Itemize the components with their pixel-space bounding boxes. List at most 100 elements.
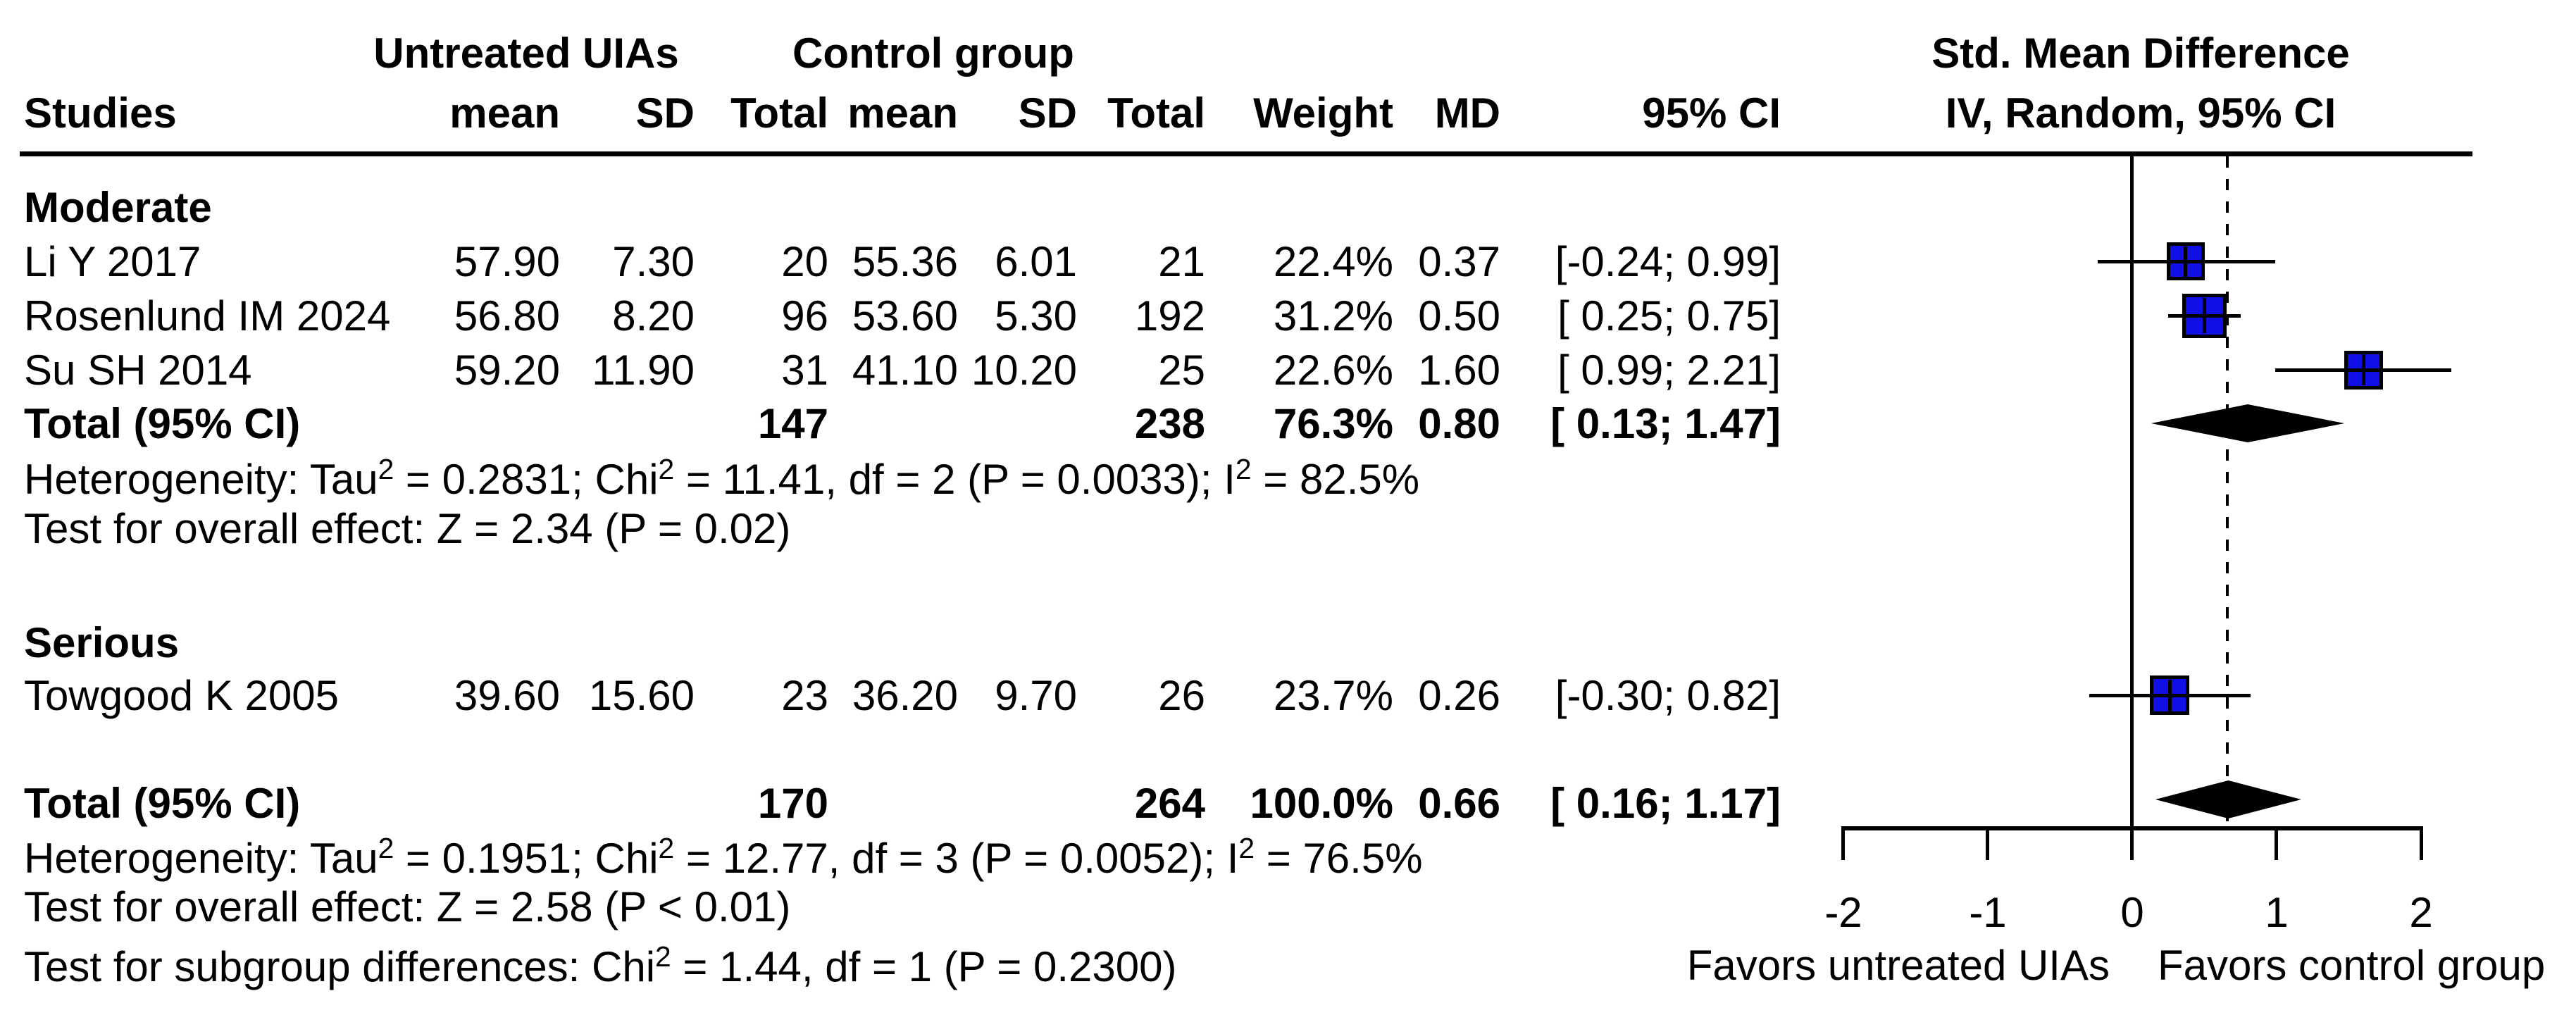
- sd-control: 5.30: [995, 292, 1077, 340]
- axis-tick: [2130, 826, 2134, 860]
- ci-value: [-0.24; 0.99]: [1555, 238, 1781, 285]
- sd-untreated: 8.20: [612, 292, 695, 340]
- study-center-tick: [2361, 354, 2365, 385]
- ci-value: [ 0.99; 2.21]: [1557, 347, 1781, 394]
- col-header-total-control: Total: [1107, 89, 1205, 137]
- subgroup-difference-text: Test for subgroup differences: Chi2 = 1.…: [24, 940, 1177, 990]
- subtotal-row-moderate: Total (95% CI) 147 238 76.3% 0.80 [ 0.13…: [0, 397, 2576, 451]
- total-untreated: 20: [781, 238, 828, 285]
- col-header-sd-control: SD: [1018, 89, 1077, 137]
- md-value: 1.60: [1418, 347, 1500, 394]
- weight: 31.2%: [1273, 292, 1393, 340]
- mean-untreated: 39.60: [454, 672, 560, 719]
- subgroup-difference-line: Test for subgroup differences: Chi2 = 1.…: [0, 940, 2576, 994]
- weight: 22.4%: [1273, 238, 1393, 285]
- header-column-row: Studies mean SD Total mean SD Total Weig…: [0, 86, 2576, 140]
- header-group-row: Untreated UIAs Control group Std. Mean D…: [0, 26, 2576, 80]
- sd-untreated: 15.60: [588, 672, 695, 719]
- study-center-tick: [2184, 246, 2188, 277]
- mean-control: 53.60: [852, 292, 958, 340]
- mean-untreated: 59.20: [454, 347, 560, 394]
- tick-label: 2: [2409, 889, 2433, 936]
- overall-effect-text: Test for overall effect: Z = 2.34 (P = 0…: [24, 505, 791, 552]
- md-value: 0.50: [1418, 292, 1500, 340]
- total-control: 192: [1134, 292, 1205, 340]
- subtotal-label: Total (95% CI): [24, 400, 301, 447]
- header-control-group: Control group: [792, 30, 1074, 77]
- axis-tick: [2275, 826, 2278, 860]
- sd-control: 9.70: [995, 672, 1077, 719]
- subgroup-label-serious: Serious: [0, 616, 2576, 670]
- mean-control: 41.10: [852, 347, 958, 394]
- study-center-tick: [2203, 298, 2206, 333]
- col-header-mean-control: mean: [847, 89, 958, 137]
- favors-left-label: Favors untreated UIAs: [1686, 942, 2110, 989]
- axis-direction-labels: Favors untreated UIAs Favors control gro…: [0, 938, 2576, 992]
- axis-tick-labels: -2 -1 0 1 2: [0, 885, 2576, 940]
- study-name: Towgood K 2005: [24, 672, 340, 719]
- total-untreated: 31: [781, 347, 828, 394]
- ci-value: [ 0.25; 0.75]: [1557, 292, 1781, 340]
- overall-weight: 100.0%: [1250, 780, 1394, 827]
- axis-tick: [1841, 826, 1845, 860]
- overall-effect-dashed-line: [2226, 156, 2229, 826]
- subgroup-label-text: Serious: [24, 619, 180, 666]
- sd-untreated: 11.90: [592, 347, 695, 394]
- heterogeneity-line-moderate: Heterogeneity: Tau2 = 0.2831; Chi2 = 11.…: [0, 452, 2576, 506]
- subgroup-label-text: Moderate: [24, 184, 212, 231]
- table-row: Rosenlund IM 2024 56.80 8.20 96 53.60 5.…: [0, 289, 2576, 343]
- overall-effect-line-overall: Test for overall effect: Z = 2.58 (P < 0…: [0, 880, 2576, 934]
- table-row: Su SH 2014 59.20 11.90 31 41.10 10.20 25…: [0, 343, 2576, 397]
- tick-label: 1: [2265, 889, 2289, 936]
- overall-n-control: 264: [1134, 780, 1205, 827]
- total-control: 21: [1158, 238, 1205, 285]
- header-std-mean-difference: Std. Mean Difference: [1931, 30, 2350, 77]
- weight: 22.6%: [1273, 347, 1393, 394]
- col-header-95ci: 95% CI: [1642, 89, 1781, 137]
- md-value: 0.26: [1418, 672, 1500, 719]
- weight: 23.7%: [1273, 672, 1393, 719]
- md-value: 0.37: [1418, 238, 1500, 285]
- overall-md: 0.66: [1418, 780, 1500, 827]
- header-iv-random: IV, Random, 95% CI: [1945, 89, 2337, 137]
- sd-untreated: 7.30: [612, 238, 695, 285]
- overall-ci: [ 0.16; 1.17]: [1550, 780, 1781, 827]
- sd-control: 6.01: [995, 238, 1077, 285]
- total-control: 25: [1158, 347, 1205, 394]
- table-row: Li Y 2017 57.90 7.30 20 55.36 6.01 21 22…: [0, 235, 2576, 289]
- subgroup-label-moderate: Moderate: [0, 180, 2576, 235]
- mean-control: 36.20: [852, 672, 958, 719]
- heterogeneity-line-overall: Heterogeneity: Tau2 = 0.1951; Chi2 = 12.…: [0, 831, 2576, 885]
- study-name: Li Y 2017: [24, 238, 201, 285]
- mean-untreated: 57.90: [454, 238, 560, 285]
- total-untreated: 23: [781, 672, 828, 719]
- total-untreated: 96: [781, 292, 828, 340]
- col-header-md: MD: [1434, 89, 1500, 137]
- axis-tick: [1986, 826, 1989, 860]
- mean-untreated: 56.80: [454, 292, 560, 340]
- col-header-weight: Weight: [1253, 89, 1393, 137]
- header-rule: [20, 151, 2472, 156]
- overall-effect-line-moderate: Test for overall effect: Z = 2.34 (P = 0…: [0, 502, 2576, 556]
- col-header-mean-untreated: mean: [449, 89, 560, 137]
- subtotal-n-control: 238: [1134, 400, 1205, 447]
- mean-control: 55.36: [852, 238, 958, 285]
- zero-reference-line: [2130, 154, 2134, 826]
- overall-total-label: Total (95% CI): [24, 780, 301, 827]
- header-untreated-uias: Untreated UIAs: [373, 30, 679, 77]
- study-center-tick: [2167, 679, 2172, 711]
- overall-effect-text: Test for overall effect: Z = 2.58 (P < 0…: [24, 883, 791, 930]
- heterogeneity-text: Heterogeneity: Tau2 = 0.1951; Chi2 = 12.…: [24, 832, 1423, 882]
- col-header-total-untreated: Total: [730, 89, 828, 137]
- heterogeneity-text: Heterogeneity: Tau2 = 0.2831; Chi2 = 11.…: [24, 453, 1420, 503]
- subtotal-weight: 76.3%: [1273, 400, 1393, 447]
- overall-total-row: Total (95% CI) 170 264 100.0% 0.66 [ 0.1…: [0, 776, 2576, 830]
- tick-label: -1: [1969, 889, 2007, 936]
- tick-label: -2: [1824, 889, 1862, 936]
- sd-control: 10.20: [971, 347, 1077, 394]
- axis-tick: [2420, 826, 2423, 860]
- study-name: Rosenlund IM 2024: [24, 292, 391, 340]
- total-control: 26: [1158, 672, 1205, 719]
- tick-label: 0: [2120, 889, 2144, 936]
